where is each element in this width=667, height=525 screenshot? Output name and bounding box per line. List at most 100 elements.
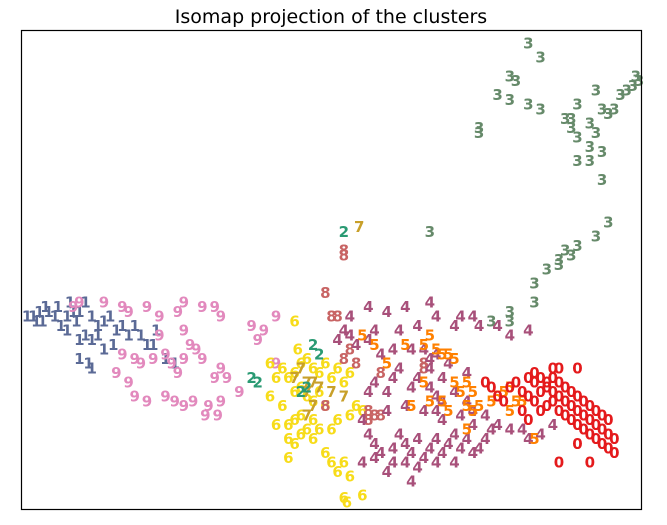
point-digit-3: 3 <box>523 96 533 114</box>
point-digit-4: 4 <box>480 430 490 448</box>
point-digit-0: 0 <box>591 402 601 420</box>
point-digit-4: 4 <box>431 454 441 472</box>
point-digit-9: 9 <box>216 359 226 377</box>
point-digit-1: 1 <box>31 312 41 330</box>
point-digit-1: 1 <box>160 350 170 368</box>
point-digit-0: 0 <box>529 374 539 392</box>
point-digit-0: 0 <box>554 388 564 406</box>
point-digit-8: 8 <box>339 350 349 368</box>
point-digit-5: 5 <box>468 402 478 420</box>
point-digit-9: 9 <box>179 397 189 415</box>
point-digit-5: 5 <box>449 350 459 368</box>
point-digit-6: 6 <box>339 489 349 507</box>
point-digit-8: 8 <box>375 364 385 382</box>
point-digit-9: 9 <box>173 364 183 382</box>
point-digit-9: 9 <box>271 355 281 373</box>
point-digit-4: 4 <box>363 425 373 443</box>
point-digit-3: 3 <box>572 96 582 114</box>
point-digit-1: 1 <box>129 317 139 335</box>
point-digit-5: 5 <box>468 383 478 401</box>
point-digit-9: 9 <box>142 392 152 410</box>
point-digit-1: 1 <box>80 294 90 312</box>
point-digit-8: 8 <box>339 246 349 264</box>
point-digit-9: 9 <box>271 308 281 326</box>
point-digit-9: 9 <box>234 383 244 401</box>
point-digit-2: 2 <box>246 369 256 387</box>
point-digit-3: 3 <box>572 129 582 147</box>
point-digit-0: 0 <box>554 374 564 392</box>
point-digit-9: 9 <box>179 322 189 340</box>
point-digit-3: 3 <box>505 312 515 330</box>
point-digit-5: 5 <box>498 383 508 401</box>
point-digit-1: 1 <box>71 312 81 330</box>
point-digit-3: 3 <box>529 275 539 293</box>
point-digit-5: 5 <box>419 374 429 392</box>
point-digit-0: 0 <box>492 388 502 406</box>
point-digit-4: 4 <box>332 331 342 349</box>
point-digit-4: 4 <box>492 317 502 335</box>
point-digit-7: 7 <box>296 359 306 377</box>
point-digit-3: 3 <box>585 138 595 156</box>
plot-frame <box>20 29 643 511</box>
point-digit-1: 1 <box>148 336 158 354</box>
point-digit-9: 9 <box>200 407 210 425</box>
point-digit-1: 1 <box>74 350 84 368</box>
point-digit-0: 0 <box>486 378 496 396</box>
point-digit-0: 0 <box>566 411 576 429</box>
point-digit-1: 1 <box>56 317 66 335</box>
point-digit-9: 9 <box>142 298 152 316</box>
point-digit-4: 4 <box>425 440 435 458</box>
point-digit-0: 0 <box>542 378 552 396</box>
point-digit-2: 2 <box>296 383 306 401</box>
point-digit-0: 0 <box>572 402 582 420</box>
point-digit-4: 4 <box>351 336 361 354</box>
point-digit-1: 1 <box>142 336 152 354</box>
point-digit-6: 6 <box>277 359 287 377</box>
point-digit-4: 4 <box>437 369 447 387</box>
point-digit-3: 3 <box>542 261 552 279</box>
point-digit-4: 4 <box>412 369 422 387</box>
point-digit-8: 8 <box>363 411 373 429</box>
point-digit-3: 3 <box>591 82 601 100</box>
point-digit-4: 4 <box>474 440 484 458</box>
point-digit-0: 0 <box>548 369 558 387</box>
point-digit-5: 5 <box>425 392 435 410</box>
point-digit-1: 1 <box>93 317 103 335</box>
point-digit-6: 6 <box>302 388 312 406</box>
point-digit-5: 5 <box>486 392 496 410</box>
point-digit-0: 0 <box>542 397 552 415</box>
point-digit-0: 0 <box>578 392 588 410</box>
point-digit-6: 6 <box>308 392 318 410</box>
point-digit-0: 0 <box>535 402 545 420</box>
point-digit-9: 9 <box>179 350 189 368</box>
point-digit-1: 1 <box>93 326 103 344</box>
point-digit-8: 8 <box>320 397 330 415</box>
point-digit-1: 1 <box>53 298 63 316</box>
point-digit-0: 0 <box>591 416 601 434</box>
point-digit-4: 4 <box>462 430 472 448</box>
point-digit-8: 8 <box>345 341 355 359</box>
point-digit-1: 1 <box>99 341 109 359</box>
point-digit-9: 9 <box>160 345 170 363</box>
point-digit-3: 3 <box>535 100 545 118</box>
point-digit-4: 4 <box>425 378 435 396</box>
point-digit-5: 5 <box>511 392 521 410</box>
point-digit-6: 6 <box>326 454 336 472</box>
point-digit-0: 0 <box>578 421 588 439</box>
point-digit-4: 4 <box>443 435 453 453</box>
point-digit-0: 0 <box>535 369 545 387</box>
point-digit-3: 3 <box>474 119 484 137</box>
point-digit-6: 6 <box>320 397 330 415</box>
point-digit-0: 0 <box>603 440 613 458</box>
point-digit-0: 0 <box>560 407 570 425</box>
point-digit-8: 8 <box>369 407 379 425</box>
point-digit-9: 9 <box>246 317 256 335</box>
point-digit-1: 1 <box>50 308 60 326</box>
point-digit-6: 6 <box>283 430 293 448</box>
point-digit-4: 4 <box>431 388 441 406</box>
point-digit-0: 0 <box>529 392 539 410</box>
point-digit-1: 1 <box>86 331 96 349</box>
point-digit-0: 0 <box>554 402 564 420</box>
point-digit-0: 0 <box>560 392 570 410</box>
point-digit-3: 3 <box>597 143 607 161</box>
